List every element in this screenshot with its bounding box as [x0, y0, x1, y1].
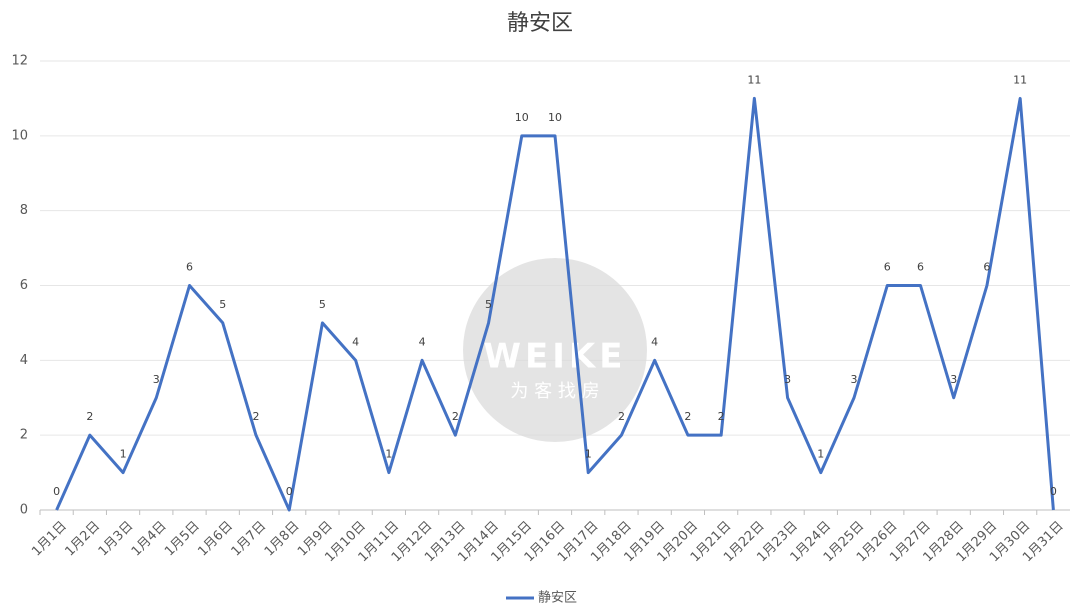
x-tick-label: 1月2日: [62, 519, 103, 560]
data-label: 1: [817, 448, 824, 461]
data-label: 1: [120, 448, 127, 461]
x-tick-label: 1月6日: [195, 519, 236, 560]
y-tick-label: 0: [20, 503, 28, 518]
y-tick-label: 10: [11, 128, 28, 143]
data-label: 2: [718, 410, 725, 423]
legend-label: 静安区: [538, 591, 577, 606]
y-tick-label: 4: [20, 353, 28, 368]
y-tick-label: 8: [20, 203, 28, 218]
x-tick-label: 1月1日: [29, 519, 70, 560]
y-tick-label: 12: [11, 54, 28, 69]
data-label: 10: [548, 111, 562, 124]
y-tick-label: 6: [20, 278, 28, 293]
data-label: 11: [747, 73, 761, 86]
data-label: 1: [385, 448, 392, 461]
data-label: 0: [286, 485, 293, 498]
data-label: 3: [153, 373, 160, 386]
x-tick-label: 1月5日: [162, 519, 203, 560]
data-label: 6: [983, 261, 990, 274]
data-label: 5: [219, 298, 226, 311]
watermark-subtext: 为 客 找 房: [510, 381, 599, 402]
data-label: 5: [485, 298, 492, 311]
watermark-text: WEIKE: [484, 337, 627, 377]
data-label: 4: [352, 335, 359, 348]
x-tick-label: 1月4日: [129, 519, 170, 560]
data-label: 0: [53, 485, 60, 498]
data-label: 4: [651, 335, 658, 348]
data-label: 2: [618, 410, 625, 423]
data-label: 1: [585, 448, 592, 461]
data-label: 4: [419, 335, 426, 348]
data-label: 3: [851, 373, 858, 386]
data-label: 5: [319, 298, 326, 311]
data-label: 10: [515, 111, 529, 124]
data-label: 2: [684, 410, 691, 423]
data-label: 0: [1050, 485, 1057, 498]
x-tick-label: 1月3日: [96, 519, 137, 560]
x-tick-label: 1月7日: [229, 519, 270, 560]
data-label: 2: [252, 410, 259, 423]
data-label: 6: [917, 261, 924, 274]
data-label: 6: [884, 261, 891, 274]
data-label: 3: [950, 373, 957, 386]
watermark-circle: [463, 258, 647, 442]
data-label: 3: [784, 373, 791, 386]
line: [55, 96, 1055, 512]
data-label: 11: [1013, 73, 1027, 86]
data-label: 2: [86, 410, 93, 423]
chart-title: 静安区: [507, 11, 573, 36]
y-tick-label: 2: [20, 428, 28, 443]
data-label: 2: [452, 410, 459, 423]
x-tick-label: 1月8日: [262, 519, 303, 560]
watermark: WEIKE 为 客 找 房: [463, 258, 647, 442]
data-label: 6: [186, 261, 193, 274]
